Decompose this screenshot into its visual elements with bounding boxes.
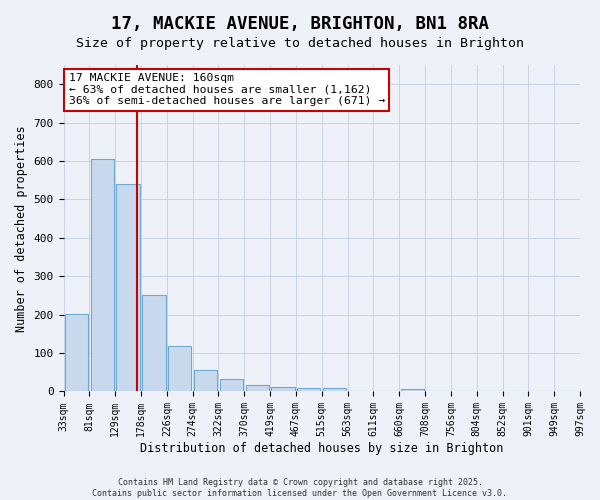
Bar (271, 387, 295, 392)
Bar (65, 314, 88, 392)
Bar (245, 385, 269, 392)
Text: Contains HM Land Registry data © Crown copyright and database right 2025.: Contains HM Land Registry data © Crown c… (118, 478, 482, 487)
Text: 17, MACKIE AVENUE, BRIGHTON, BN1 8RA: 17, MACKIE AVENUE, BRIGHTON, BN1 8RA (111, 15, 489, 33)
Y-axis label: Number of detached properties: Number of detached properties (15, 125, 28, 332)
Bar (116, 184, 140, 392)
Text: 17 MACKIE AVENUE: 160sqm
← 63% of detached houses are smaller (1,162)
36% of sem: 17 MACKIE AVENUE: 160sqm ← 63% of detach… (68, 73, 385, 106)
Bar (142, 296, 166, 392)
Bar (220, 379, 243, 392)
Text: Size of property relative to detached houses in Brighton: Size of property relative to detached ho… (76, 38, 524, 51)
Bar (323, 388, 346, 392)
Text: Contains public sector information licensed under the Open Government Licence v3: Contains public sector information licen… (92, 488, 508, 498)
Bar (168, 346, 191, 392)
Bar (91, 159, 114, 392)
Bar (401, 389, 424, 392)
X-axis label: Distribution of detached houses by size in Brighton: Distribution of detached houses by size … (140, 442, 503, 455)
Bar (194, 370, 217, 392)
Bar (297, 388, 320, 392)
